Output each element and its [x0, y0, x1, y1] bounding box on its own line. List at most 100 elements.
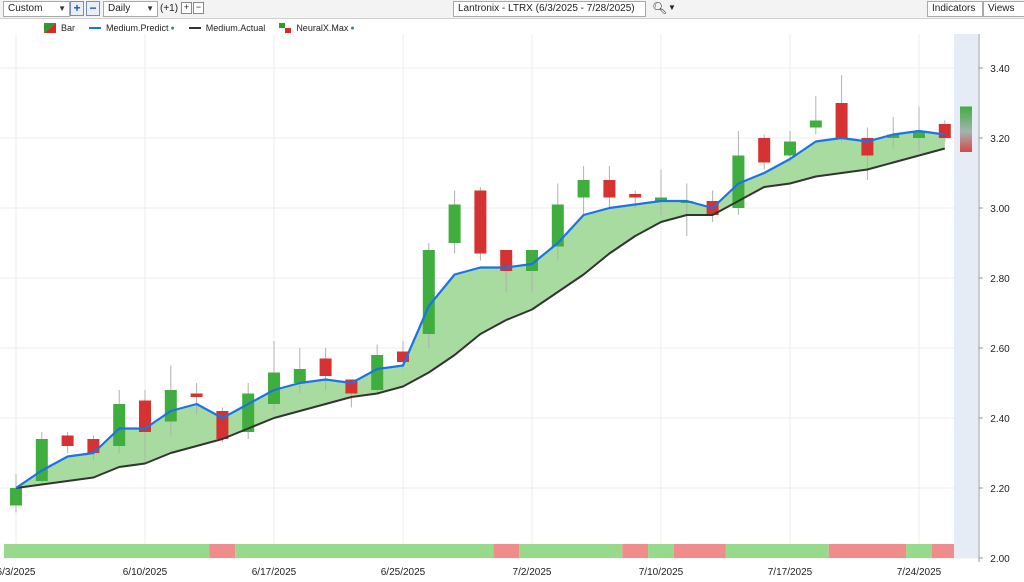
candle-body — [371, 355, 384, 390]
candle-body — [216, 411, 229, 439]
candle-body — [87, 439, 100, 453]
candle-body — [293, 369, 306, 383]
views-label: Views — [988, 3, 1015, 14]
candle[interactable] — [887, 117, 900, 149]
candle-body — [809, 120, 822, 128]
zoom-in-button[interactable]: + — [70, 1, 84, 16]
toolbar: Custom ▼ + − Daily ▼ (+1) + − Lantronix … — [0, 0, 1024, 19]
x-tick-label: 6/10/2025 — [123, 567, 168, 578]
signal-segment — [209, 544, 236, 558]
y-tick-label: 2.00 — [990, 554, 1010, 565]
candle[interactable] — [784, 131, 796, 163]
candles — [10, 75, 951, 513]
candle-body — [113, 404, 126, 446]
y-tick-label: 3.20 — [990, 134, 1010, 145]
indicators-label: Indicators — [932, 3, 976, 14]
signal-segment — [673, 544, 726, 558]
candle[interactable] — [655, 169, 667, 216]
candle[interactable] — [61, 432, 74, 453]
offset-plus-button[interactable]: + — [181, 2, 192, 14]
candle[interactable] — [500, 250, 513, 292]
zoom-out-button[interactable]: − — [86, 1, 100, 16]
candle[interactable] — [603, 166, 616, 208]
candle-body — [551, 204, 564, 247]
interval-select-value: Daily — [108, 3, 131, 14]
candle-body — [861, 138, 874, 156]
x-tick-label: 7/17/2025 — [768, 567, 813, 578]
interval-select[interactable]: Daily ▼ — [103, 1, 158, 17]
candle-body — [61, 435, 74, 446]
chevron-down-icon[interactable]: ▼ — [668, 3, 676, 12]
x-tick-label: 7/10/2025 — [639, 567, 684, 578]
period-select-value: Custom — [8, 3, 43, 14]
candle-body — [913, 131, 925, 138]
candle[interactable] — [448, 190, 461, 254]
y-tick-label: 2.20 — [990, 484, 1010, 495]
candle-body — [35, 439, 48, 481]
y-tick-label: 2.80 — [990, 274, 1010, 285]
candle-body — [448, 204, 461, 243]
x-axis-labels: 6/3/2025 6/10/2025 6/17/2025 6/25/2025 7/2/2… — [0, 567, 942, 578]
candle-body — [835, 103, 848, 138]
candle[interactable] — [809, 96, 822, 135]
candle[interactable] — [474, 187, 487, 261]
legend-item-medium-actual[interactable]: Medium.Actual — [188, 22, 265, 34]
candle[interactable] — [190, 383, 203, 415]
candle-body — [732, 155, 745, 208]
signal-segment — [519, 544, 623, 558]
candle[interactable] — [861, 127, 874, 181]
candle-body — [164, 390, 177, 422]
candle[interactable] — [293, 348, 306, 394]
line-legend-icon — [188, 27, 201, 29]
candle-body — [887, 134, 900, 138]
candle[interactable] — [113, 390, 126, 453]
bar-legend-icon — [44, 23, 56, 33]
candle[interactable] — [319, 348, 332, 390]
candle-body — [500, 250, 513, 271]
forecast-bar — [960, 106, 972, 152]
legend-label: Medium.Predict — [106, 23, 169, 33]
candle-body — [784, 141, 796, 156]
candle[interactable] — [835, 75, 848, 142]
x-tick-label: 6/3/2025 — [0, 567, 36, 578]
candle[interactable] — [913, 106, 925, 153]
signal-segment — [725, 544, 829, 558]
y-tick-label: 3.40 — [990, 64, 1010, 75]
candle-body — [577, 180, 590, 198]
legend-label: Bar — [61, 23, 76, 33]
signal-segment — [235, 544, 494, 558]
dot-icon: ● — [350, 24, 355, 32]
candle[interactable] — [422, 243, 435, 348]
candle[interactable] — [268, 341, 280, 411]
candle-body — [629, 194, 642, 198]
legend-item-medium-predict[interactable]: Medium.Predict ● — [89, 22, 175, 34]
candle[interactable] — [526, 250, 538, 292]
candle-body — [268, 372, 280, 404]
chevron-down-icon: ▼ — [58, 4, 66, 13]
legend-item-bar[interactable]: Bar — [44, 22, 75, 34]
signal-segment — [906, 544, 932, 558]
candle[interactable] — [577, 166, 590, 215]
candle-body — [655, 197, 667, 201]
candle[interactable] — [10, 474, 22, 513]
candle-body — [938, 124, 951, 138]
candle[interactable] — [216, 407, 229, 443]
dot-icon: ● — [170, 24, 175, 32]
period-select[interactable]: Custom ▼ — [3, 1, 70, 17]
views-button[interactable]: Views — [983, 1, 1024, 17]
signal-segment — [622, 544, 649, 558]
chevron-down-icon: ▼ — [146, 4, 154, 13]
candle[interactable] — [35, 432, 48, 485]
candle[interactable] — [139, 390, 151, 464]
offset-minus-button[interactable]: − — [193, 2, 204, 14]
candle-body — [319, 358, 332, 376]
candle-body — [422, 250, 435, 334]
indicators-button[interactable]: Indicators — [927, 1, 983, 17]
symbol-field[interactable]: Lantronix - LTRX (6/3/2025 - 7/28/2025) — [453, 1, 646, 17]
legend-item-neuralx-max[interactable]: NeuralX.Max ● — [279, 22, 355, 34]
candle[interactable] — [758, 134, 771, 170]
magnifier-icon[interactable]: 🔍︎ — [652, 1, 668, 15]
signal-segment — [493, 544, 520, 558]
candle[interactable] — [551, 183, 564, 261]
